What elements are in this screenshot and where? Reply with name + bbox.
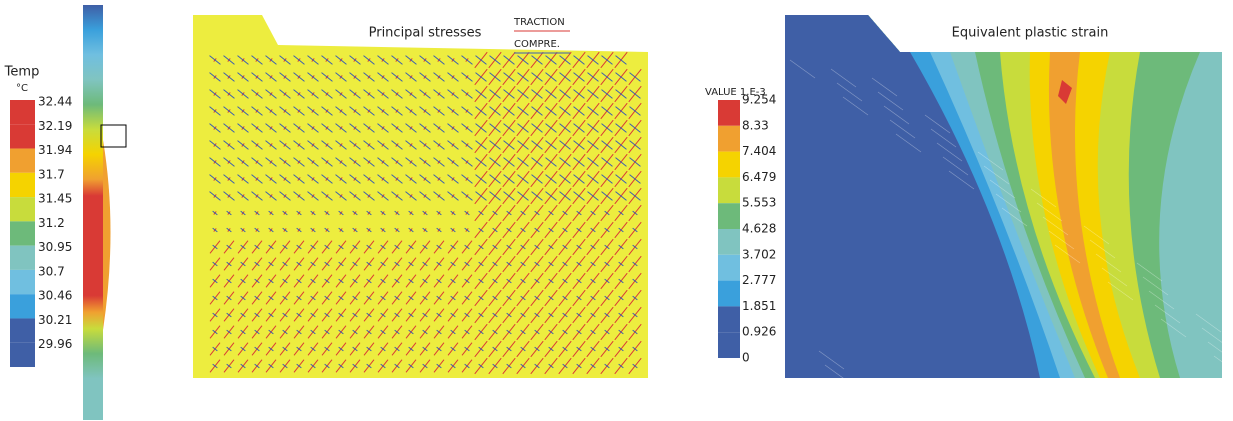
legend-label: 6.479 xyxy=(742,170,776,184)
legend-label: 31.2 xyxy=(38,216,65,230)
legend-traction: TRACTION xyxy=(513,17,565,28)
legend-swatch xyxy=(718,332,740,358)
legend-label: 30.95 xyxy=(38,240,72,254)
legend-swatch xyxy=(10,173,35,197)
legend-swatch xyxy=(718,306,740,332)
legend-compre: COMPRE. xyxy=(514,39,560,50)
legend-swatch xyxy=(10,100,35,124)
legend-swatch xyxy=(718,100,740,126)
legend-swatch xyxy=(718,126,740,152)
legend-swatch xyxy=(718,152,740,178)
legend-label: 4.628 xyxy=(742,222,776,236)
legend-label: 0 xyxy=(742,351,750,365)
temperature-strip xyxy=(83,5,103,420)
legend-label: 31.94 xyxy=(38,143,72,157)
legend-label: 32.19 xyxy=(38,119,72,133)
legend-swatch xyxy=(10,318,35,342)
strain-legend: 9.254 8.33 7.404 6.479 5.553 4.628 3.702 2.777 1… xyxy=(718,93,776,365)
legend-swatch xyxy=(10,221,35,245)
legend-label: 29.96 xyxy=(38,337,72,351)
legend-label: 5.553 xyxy=(742,196,776,210)
figure: Temp °C 32.44 32.19 31.94 31.7 31.45 31.2 30.9… xyxy=(0,0,1233,421)
stress-title: Principal stresses xyxy=(369,26,482,41)
legend-swatch xyxy=(10,294,35,318)
legend-swatch xyxy=(10,246,35,270)
legend-label: 9.254 xyxy=(742,93,776,107)
legend-label: 8.33 xyxy=(742,118,769,132)
legend-label: 0.926 xyxy=(742,325,776,339)
legend-label: 30.46 xyxy=(38,289,72,303)
legend-label: 32.44 xyxy=(38,95,72,109)
legend-label: 30.21 xyxy=(38,313,72,327)
strain-title: Equivalent plastic strain xyxy=(952,26,1109,41)
legend-label: 30.7 xyxy=(38,264,65,278)
temperature-lobe xyxy=(103,140,111,330)
legend-swatch xyxy=(10,124,35,148)
strain-contours xyxy=(785,15,1233,383)
legend-swatch xyxy=(718,177,740,203)
legend-label: 31.7 xyxy=(38,167,65,181)
temp-title: Temp xyxy=(4,65,40,80)
legend-swatch xyxy=(718,229,740,255)
legend-label: 2.777 xyxy=(742,273,776,287)
legend-label: 31.45 xyxy=(38,192,72,206)
zoom-box xyxy=(101,125,126,147)
legend-swatch xyxy=(10,149,35,173)
temp-legend: 32.44 32.19 31.94 31.7 31.45 31.2 30.95 30.7 30.… xyxy=(10,95,72,368)
legend-label: 7.404 xyxy=(742,144,776,158)
legend-swatch xyxy=(718,281,740,307)
legend-label: 3.702 xyxy=(742,247,776,261)
temp-unit: °C xyxy=(16,83,28,94)
legend-swatch xyxy=(718,255,740,281)
legend-swatch xyxy=(10,270,35,294)
legend-swatch xyxy=(718,203,740,229)
legend-swatch xyxy=(10,343,35,367)
legend-swatch xyxy=(10,197,35,221)
legend-label: 1.851 xyxy=(742,299,776,313)
